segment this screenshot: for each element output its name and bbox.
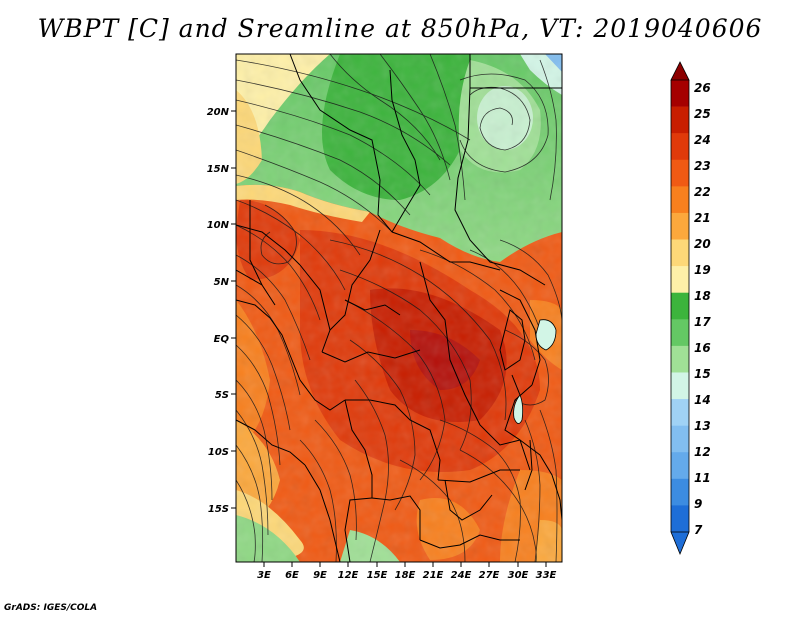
colorbar-swatch [671, 425, 689, 453]
colorbar: 26 25 24 23 22 21 20 19 18 17 16 15 14 1… [670, 61, 711, 556]
colorbar-swatch [671, 452, 689, 480]
colorbar-label-21: 21 [694, 211, 711, 225]
lon-label-9e: 9E [313, 570, 327, 581]
lon-label-3e: 3E [257, 570, 271, 581]
colorbar-min-arrow [670, 531, 690, 556]
lakes [513, 319, 557, 424]
colorbar-label-7: 7 [694, 523, 703, 537]
map-frame [235, 53, 563, 563]
colorbar-label-23: 23 [694, 159, 711, 173]
colorbar-label-17: 17 [694, 315, 711, 329]
lat-label-10n: 10N [207, 220, 230, 231]
colorbar-label-22: 22 [694, 185, 711, 199]
colorbar-max-arrow [670, 61, 690, 81]
lon-label-18e: 18E [395, 570, 416, 581]
colorbar-label-25: 25 [694, 107, 711, 121]
colorbar-swatch [671, 266, 689, 294]
colorbar-swatch [671, 133, 689, 161]
colorbar-swatch [671, 186, 689, 214]
footer-credit: GrADS: IGES/COLA [4, 603, 98, 613]
colorbar-label-18: 18 [694, 289, 711, 303]
colorbar-swatch [671, 80, 689, 107]
lon-label-12e: 12E [338, 570, 359, 581]
map-panel [236, 54, 562, 562]
colorbar-label-13: 13 [694, 419, 711, 433]
lon-axis: 3E 6E 9E 12E 15E 18E 21E 24E 27E 30E 33E [257, 562, 557, 581]
lon-label-21e: 21E [423, 570, 444, 581]
colorbar-swatch [671, 292, 689, 320]
colorbar-swatch [671, 345, 689, 373]
colorbar-label-24: 24 [694, 133, 711, 147]
lon-label-30e: 30E [508, 570, 529, 581]
streamlines [236, 54, 562, 562]
lon-label-33e: 33E [536, 570, 557, 581]
lon-label-6e: 6E [285, 570, 299, 581]
colorbar-label-15: 15 [694, 367, 711, 381]
map-title: WBPT [C] and Sreamline at 850hPa, VT: 20… [37, 14, 763, 43]
lat-label-15s: 15S [208, 504, 229, 515]
colorbar-swatch [671, 372, 689, 400]
colorbar-label-9: 9 [694, 497, 702, 511]
lat-axis: 20N 15N 10N 5N EQ 5S 10S 15S [207, 107, 236, 515]
lat-label-20n: 20N [207, 107, 230, 118]
lat-label-eq: EQ [214, 334, 230, 345]
colorbar-swatch [671, 319, 689, 347]
colorbar-label-20: 20 [694, 237, 711, 251]
lon-label-27e: 27E [479, 570, 500, 581]
lat-label-10s: 10S [208, 447, 229, 458]
lon-label-15e: 15E [367, 570, 388, 581]
colorbar-label-12: 12 [694, 445, 711, 459]
lat-label-5s: 5S [215, 390, 229, 401]
colorbar-label-16: 16 [694, 341, 711, 355]
colorbar-swatch [671, 159, 689, 187]
colorbar-label-19: 19 [694, 263, 711, 277]
colorbar-swatch [671, 505, 689, 533]
colorbar-label-26: 26 [694, 81, 711, 95]
colorbar-swatch [671, 212, 689, 240]
colorbar-swatch [671, 478, 689, 506]
colorbar-swatch [671, 239, 689, 267]
lat-label-5n: 5N [214, 277, 230, 288]
colorbar-swatch [671, 106, 689, 134]
colorbar-labels: 26 25 24 23 22 21 20 19 18 17 16 15 14 1… [694, 81, 711, 537]
colorbar-label-11: 11 [694, 471, 711, 485]
colorbar-swatch [671, 399, 689, 426]
lon-label-24e: 24E [451, 570, 472, 581]
lat-label-15n: 15N [207, 164, 230, 175]
colorbar-swatches [671, 80, 689, 533]
colorbar-label-14: 14 [694, 393, 711, 407]
